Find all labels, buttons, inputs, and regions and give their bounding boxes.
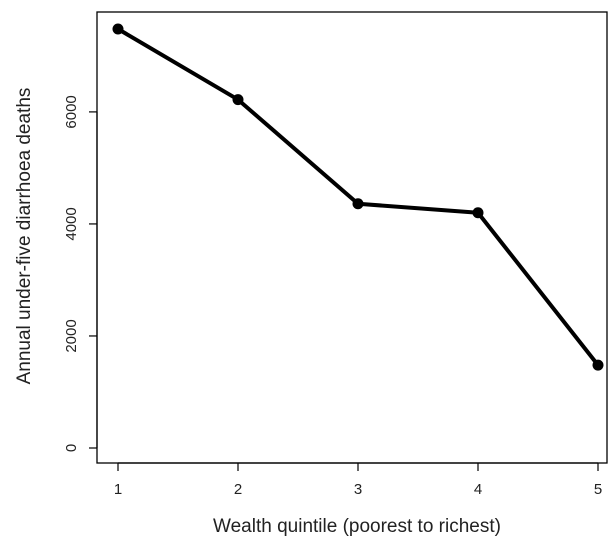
data-point-2 [232,94,244,106]
data-point-5 [592,359,604,371]
y-tick-label: 2000 [63,319,80,352]
y-tick-label: 4000 [63,207,80,240]
data-point-4 [472,207,484,219]
x-tick-label: 5 [594,481,602,498]
data-points [112,23,604,371]
x-tick-label: 4 [474,481,482,498]
plot-frame [96,11,608,464]
x-axis: 1 2 3 4 5 [114,462,602,498]
y-axis-title: Annual under-five diarrhoea deaths [14,88,35,385]
y-tick-label: 6000 [63,95,80,128]
x-axis-title: Wealth quintile (poorest to richest) [213,516,501,537]
data-point-3 [352,198,364,210]
x-tick-label: 1 [114,481,122,498]
y-axis: 0 2000 4000 6000 [63,95,98,452]
y-tick-label: 0 [63,444,80,452]
x-tick-label: 2 [234,481,242,498]
x-tick-label: 3 [354,481,362,498]
data-point-1 [112,23,124,35]
series-line [116,27,600,368]
